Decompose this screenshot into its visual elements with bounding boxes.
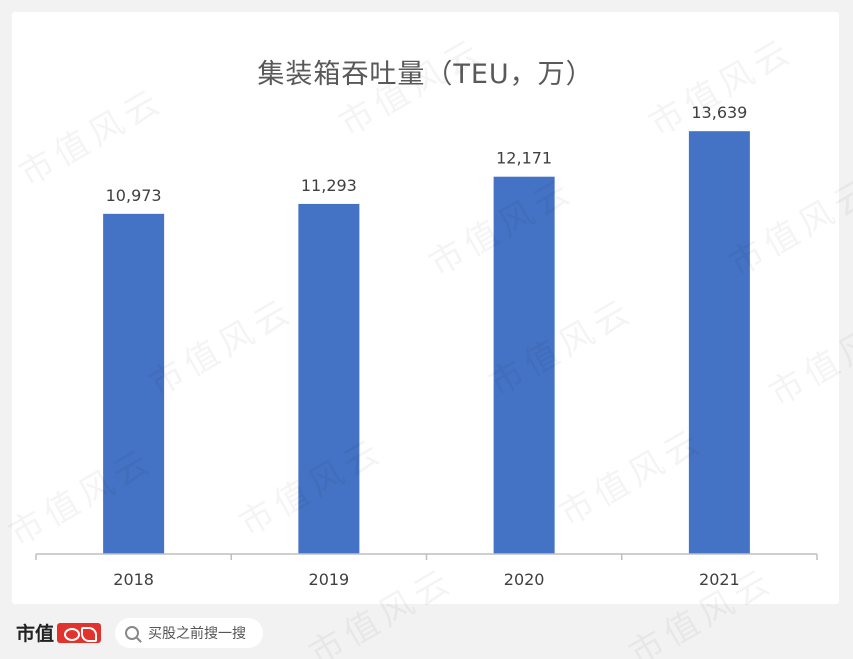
data-label-2019: 11,293: [301, 176, 357, 195]
bar-2018: [103, 213, 165, 554]
data-label-2018: 10,973: [106, 186, 162, 205]
x-tick-label-2020: 2020: [504, 570, 545, 589]
chart-card: 集装箱吞吐量（TEU，万） 10,973 2018 11,293 2019 12,171…: [12, 12, 839, 604]
data-label-2021: 13,639: [691, 103, 747, 122]
footer-bar: 市值 买股之前搜一搜: [0, 606, 853, 659]
x-tick-label-2019: 2019: [309, 570, 350, 589]
search-label: 买股之前搜一搜: [148, 625, 247, 642]
bar-chart: 10,973 2018 11,293 2019 12,171 2020 13,639 2021: [35, 103, 818, 589]
x-tick-label-2021: 2021: [699, 570, 740, 589]
bar-2021: [688, 131, 750, 554]
bar-2020: [493, 176, 555, 554]
data-label-2020: 12,171: [496, 149, 552, 168]
brand-text: 市值: [16, 623, 55, 645]
search-icon: [125, 625, 140, 640]
brand-mark-icon: [57, 622, 102, 643]
search-box[interactable]: 买股之前搜一搜: [115, 617, 264, 648]
brand-logo[interactable]: 市值: [16, 619, 102, 646]
chart-title: 集装箱吞吐量（TEU，万）: [257, 59, 594, 90]
bar-2019: [298, 203, 360, 555]
x-tick-label-2018: 2018: [113, 570, 154, 589]
